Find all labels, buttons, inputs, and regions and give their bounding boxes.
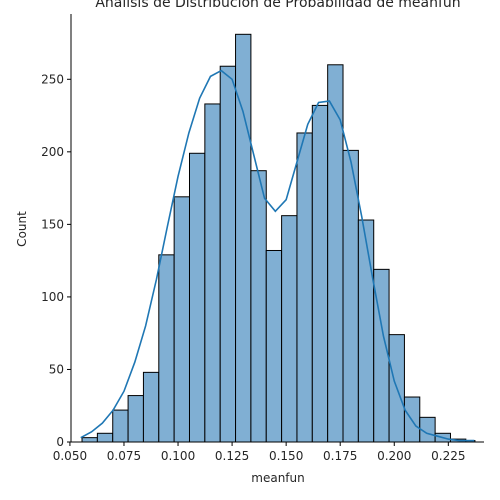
histogram-bar-14 <box>281 215 298 443</box>
x-tick-label: 0.225 <box>431 449 465 463</box>
y-tick-label: 150 <box>41 217 64 231</box>
y-axis-ticks: 0 50 100 150 200 250 <box>41 72 71 449</box>
histogram-bar-5 <box>142 371 160 443</box>
histogram-bar-9 <box>204 103 221 443</box>
histogram-bar-6 <box>158 254 175 443</box>
x-tick-label: 0.175 <box>323 449 357 463</box>
histogram-bar-13 <box>265 249 283 443</box>
chart-title: Análisis de Distribución de Probabilidad… <box>95 0 460 11</box>
x-tick-label: 0.200 <box>377 449 411 463</box>
histogram-bar-12 <box>250 170 267 443</box>
x-tick-label: 0.125 <box>215 449 249 463</box>
x-axis-ticks: 0.050 0.075 0.100 0.125 0.150 0.175 0.200 0.225 <box>53 442 466 463</box>
x-tick-label: 0.050 <box>53 449 87 463</box>
histogram-bar-1 <box>81 437 98 443</box>
histogram-bar-18 <box>342 149 359 443</box>
x-tick-label: 0.100 <box>161 449 195 463</box>
y-tick-label: 50 <box>49 362 64 376</box>
histogram-bar-8 <box>188 152 206 443</box>
axes <box>70 14 484 443</box>
histogram-bar-19 <box>357 219 375 443</box>
histogram-bars <box>81 33 476 443</box>
histogram-bar-2 <box>96 432 114 443</box>
y-tick-label: 100 <box>41 290 64 304</box>
kde-curve <box>80 69 475 442</box>
histogram-bar-10 <box>219 65 237 443</box>
x-tick-label: 0.150 <box>269 449 303 463</box>
histogram-bar-16 <box>311 104 329 443</box>
histogram-bar-15 <box>296 132 313 443</box>
y-axis-title: Count <box>15 211 29 247</box>
y-tick-label: 0 <box>56 435 64 449</box>
y-tick-label: 250 <box>41 72 64 86</box>
x-axis-title: meanfun <box>251 471 304 485</box>
histogram-bar-7 <box>173 196 190 443</box>
histogram-bar-4 <box>127 395 144 443</box>
histogram-bar-3 <box>112 409 129 443</box>
y-tick-label: 200 <box>41 145 64 159</box>
x-tick-label: 0.075 <box>107 449 141 463</box>
